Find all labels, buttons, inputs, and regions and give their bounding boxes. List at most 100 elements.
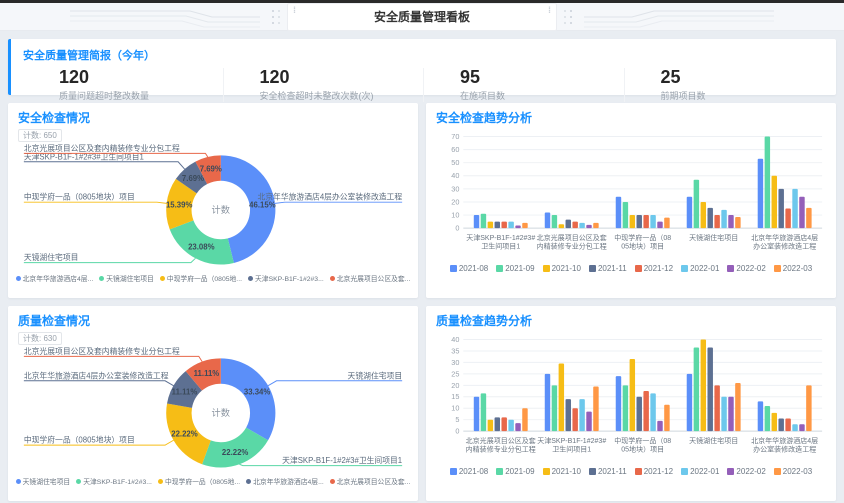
pie-slice[interactable] bbox=[185, 358, 221, 391]
bar[interactable] bbox=[693, 180, 700, 229]
bar[interactable] bbox=[806, 208, 812, 229]
bar[interactable] bbox=[650, 393, 656, 432]
legend-item[interactable]: 天津SKP-B1F-1#2#3... bbox=[247, 273, 324, 283]
pie-slice[interactable] bbox=[166, 179, 197, 230]
bar[interactable] bbox=[572, 408, 578, 432]
bar[interactable] bbox=[480, 214, 487, 229]
bar[interactable] bbox=[615, 197, 622, 229]
pie-slice[interactable] bbox=[167, 371, 203, 409]
legend-item[interactable]: 2021-08 bbox=[449, 264, 488, 273]
safety-trend-bar-chart[interactable]: 0 10 20 30 40 50 60 70 天津SKP-B1F-1#2#3#卫生间项目1 北京光… bbox=[436, 127, 826, 263]
pie-slice[interactable] bbox=[175, 161, 208, 194]
legend-item[interactable]: 2022-02 bbox=[727, 467, 766, 476]
quality-donut-chart[interactable]: 33.34% 天镜湖住宅项目 22.22% 天津SKP-B1F-1#2#3#卫生间项目… bbox=[18, 347, 408, 475]
safety-donut-chart[interactable]: 46.15%北京年华旅游酒店4层办公室装修改造工程 23.08% 天镜湖住宅项目 15… bbox=[18, 144, 408, 272]
legend-item[interactable]: 2021-08 bbox=[449, 467, 488, 476]
bar[interactable] bbox=[473, 215, 480, 229]
pie-slice[interactable] bbox=[220, 155, 276, 264]
pie-slice[interactable] bbox=[169, 220, 234, 265]
legend-item[interactable]: 天津SKP-B1F-1#2#3... bbox=[76, 476, 152, 486]
legend-item[interactable]: 北京年华旅游酒店4层... bbox=[15, 273, 93, 283]
bar[interactable] bbox=[622, 385, 629, 432]
bar[interactable] bbox=[565, 399, 571, 432]
bar[interactable] bbox=[757, 401, 764, 432]
bar[interactable] bbox=[522, 223, 528, 229]
bar[interactable] bbox=[579, 223, 585, 229]
bar[interactable] bbox=[643, 391, 649, 432]
bar[interactable] bbox=[721, 210, 727, 229]
bar[interactable] bbox=[579, 399, 585, 432]
quality-trend-bar-chart[interactable]: 0 5 10 15 20 25 30 35 40 北京光展项目公区及套内精装修专业分包工程天津SK… bbox=[436, 330, 826, 466]
bar[interactable] bbox=[792, 189, 798, 229]
bar[interactable] bbox=[728, 397, 734, 432]
legend-item[interactable]: 2021-09 bbox=[496, 264, 535, 273]
legend-item[interactable]: 2022-02 bbox=[727, 264, 766, 273]
bar[interactable] bbox=[806, 385, 812, 432]
bar[interactable] bbox=[707, 347, 713, 432]
bar[interactable] bbox=[764, 136, 771, 229]
bar[interactable] bbox=[473, 397, 480, 432]
bar[interactable] bbox=[622, 202, 629, 229]
bar[interactable] bbox=[487, 420, 494, 432]
legend-item[interactable]: 北京年华旅游酒店4层... bbox=[246, 476, 324, 486]
bar[interactable] bbox=[799, 424, 805, 432]
bar[interactable] bbox=[664, 218, 670, 229]
bar[interactable] bbox=[785, 418, 791, 432]
legend-item[interactable]: 2022-01 bbox=[681, 467, 719, 476]
bar[interactable] bbox=[799, 197, 805, 229]
legend-item[interactable]: 中现学府一品（0805地... bbox=[159, 273, 242, 283]
pie-slice[interactable] bbox=[202, 427, 269, 468]
legend-item[interactable]: 北京光展项目公区及套... bbox=[329, 273, 410, 283]
bar[interactable] bbox=[693, 347, 700, 432]
bar[interactable] bbox=[714, 385, 720, 432]
bar[interactable] bbox=[735, 383, 741, 432]
bar[interactable] bbox=[657, 421, 663, 432]
bar[interactable] bbox=[728, 215, 734, 229]
bar[interactable] bbox=[700, 202, 707, 229]
bar[interactable] bbox=[551, 215, 558, 229]
bar[interactable] bbox=[501, 221, 507, 229]
bar[interactable] bbox=[615, 376, 622, 432]
pie-slice[interactable] bbox=[220, 358, 276, 441]
bar[interactable] bbox=[785, 208, 791, 229]
bar[interactable] bbox=[558, 363, 565, 432]
legend-item[interactable]: 天镜湖住宅项目 bbox=[99, 273, 154, 283]
bar[interactable] bbox=[700, 339, 707, 432]
legend-item[interactable]: 2022-01 bbox=[681, 264, 719, 273]
bar[interactable] bbox=[636, 215, 642, 229]
bar[interactable] bbox=[771, 176, 778, 229]
bar[interactable] bbox=[686, 197, 693, 229]
legend-item[interactable]: 2022-03 bbox=[773, 467, 812, 476]
legend-item[interactable]: 2021-10 bbox=[542, 264, 581, 273]
bar[interactable] bbox=[551, 385, 558, 432]
bar[interactable] bbox=[508, 221, 514, 229]
bar[interactable] bbox=[643, 215, 649, 229]
bar[interactable] bbox=[494, 221, 501, 229]
legend-item[interactable]: 2021-10 bbox=[542, 467, 581, 476]
bar[interactable] bbox=[714, 215, 720, 229]
legend-item[interactable]: 2021-12 bbox=[634, 467, 673, 476]
bar[interactable] bbox=[508, 420, 514, 432]
bar[interactable] bbox=[494, 417, 501, 432]
bar[interactable] bbox=[757, 159, 764, 229]
bar[interactable] bbox=[572, 221, 578, 229]
bar[interactable] bbox=[657, 221, 663, 229]
bar[interactable] bbox=[629, 359, 636, 432]
bar[interactable] bbox=[792, 424, 798, 432]
legend-item[interactable]: 中现学府一品（0805地... bbox=[157, 476, 240, 486]
bar[interactable] bbox=[707, 208, 713, 229]
pie-slice[interactable] bbox=[195, 155, 221, 185]
bar[interactable] bbox=[501, 417, 507, 432]
bar[interactable] bbox=[515, 225, 521, 229]
bar[interactable] bbox=[686, 374, 693, 432]
legend-item[interactable]: 2021-12 bbox=[634, 264, 673, 273]
bar[interactable] bbox=[764, 406, 771, 432]
bar[interactable] bbox=[664, 405, 670, 432]
legend-item[interactable]: 2021-11 bbox=[588, 264, 627, 273]
bar[interactable] bbox=[515, 423, 521, 432]
bar[interactable] bbox=[544, 212, 551, 229]
bar[interactable] bbox=[771, 413, 778, 432]
bar[interactable] bbox=[650, 215, 656, 229]
bar[interactable] bbox=[544, 374, 551, 432]
bar[interactable] bbox=[487, 221, 494, 229]
